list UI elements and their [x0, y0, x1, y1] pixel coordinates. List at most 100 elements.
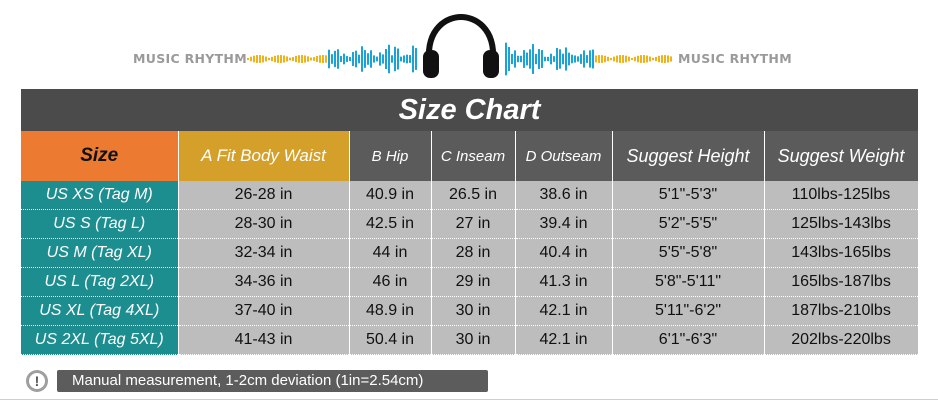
header-height: Suggest Height: [612, 131, 765, 181]
weight-cell: 165lbs-187lbs: [764, 267, 919, 297]
size-cell: US S (Tag L): [21, 209, 179, 239]
outseam-cell: 38.6 in: [515, 181, 613, 210]
wave-bar: [349, 56, 351, 62]
wave-bar: [523, 50, 525, 68]
wave-bar: [532, 44, 534, 74]
header-inseam: C Inseam: [431, 131, 516, 181]
wave-bar: [400, 56, 402, 62]
note-text: Manual measurement, 1-2cm deviation (1in…: [57, 370, 488, 392]
wave-bar: [295, 55, 297, 63]
wave-bar: [571, 54, 573, 64]
wave-bar: [328, 49, 330, 69]
wave-bar: [658, 55, 660, 63]
wave-bar: [352, 52, 354, 66]
wave-bar: [631, 57, 633, 61]
wave-bar: [580, 54, 582, 64]
wave-bar: [265, 56, 267, 62]
header-waist: A Fit Body Waist: [178, 131, 350, 181]
wave-bar: [559, 49, 561, 69]
table-row: US L (Tag 2XL) 34-36 in 46 in 29 in 41.3…: [21, 267, 919, 297]
header-hip: B Hip: [349, 131, 432, 181]
wave-bar: [619, 55, 621, 63]
wave-bar: [286, 56, 288, 62]
wave-bar: [361, 46, 363, 72]
brand-name-left: MUSIC RHYTHM: [133, 51, 247, 66]
inseam-cell: 30 in: [431, 325, 516, 355]
waist-cell: 34-36 in: [178, 267, 350, 297]
wave-bar: [538, 49, 540, 69]
wave-bar: [595, 55, 597, 63]
wave-bar: [601, 55, 603, 63]
wave-bar: [406, 54, 408, 64]
wave-bar: [331, 54, 333, 64]
wave-bar: [325, 55, 327, 63]
waist-cell: 28-30 in: [178, 209, 350, 239]
weight-cell: 202lbs-220lbs: [764, 325, 919, 355]
size-cell: US XS (Tag M): [21, 181, 179, 210]
header-size: Size: [21, 131, 179, 181]
wave-bar: [598, 55, 600, 63]
wave-bar: [343, 53, 345, 65]
height-cell: 5'1"-5'3": [612, 181, 765, 210]
size-cell: US XL (Tag 4XL): [21, 296, 179, 326]
outseam-cell: 39.4 in: [515, 209, 613, 239]
header-outseam: D Outseam: [515, 131, 613, 181]
outseam-cell: 40.4 in: [515, 238, 613, 268]
height-cell: 5'8"-5'11": [612, 267, 765, 297]
wave-bar: [382, 54, 384, 64]
height-cell: 5'11"-6'2": [612, 296, 765, 326]
wave-bar: [589, 50, 591, 68]
wave-bar: [268, 57, 270, 61]
wave-bar: [607, 56, 609, 62]
wave-bar: [271, 56, 273, 62]
wave-bar: [604, 55, 606, 63]
wave-bar: [280, 55, 282, 63]
hip-cell: 42.5 in: [349, 209, 432, 239]
wave-bar: [613, 56, 615, 62]
wave-bar: [568, 52, 570, 66]
height-cell: 5'2"-5'5": [612, 209, 765, 239]
wave-bar: [553, 56, 555, 62]
wave-bar: [403, 55, 405, 63]
wave-bar: [664, 55, 666, 63]
wave-bar: [517, 55, 519, 63]
wave-bar: [253, 55, 255, 63]
wave-bar: [547, 56, 549, 62]
inseam-cell: 26.5 in: [431, 181, 516, 210]
weight-cell: 143lbs-165lbs: [764, 238, 919, 268]
wave-bar: [340, 56, 342, 62]
wave-bar: [505, 42, 507, 76]
wave-bar: [322, 55, 324, 63]
wave-bar: [535, 53, 537, 65]
wave-bar: [637, 55, 639, 63]
wave-bar: [394, 46, 396, 72]
wave-bar: [577, 56, 579, 62]
hip-cell: 44 in: [349, 238, 432, 268]
wave-bar: [412, 45, 414, 73]
wave-bar: [634, 56, 636, 62]
headphones-icon: [423, 14, 499, 78]
wave-bar: [514, 50, 516, 68]
wave-bar: [259, 55, 261, 63]
wave-bar: [649, 56, 651, 62]
wave-bar: [574, 55, 576, 63]
inseam-cell: 28 in: [431, 238, 516, 268]
waist-cell: 26-28 in: [178, 181, 350, 210]
wave-bar: [388, 44, 390, 74]
table-row: US XL (Tag 4XL) 37-40 in 48.9 in 30 in 4…: [21, 296, 919, 326]
wave-bar: [292, 56, 294, 62]
wave-bar: [511, 53, 513, 65]
wave-bar: [391, 55, 393, 63]
wave-bar: [247, 58, 249, 60]
wave-bar: [526, 52, 528, 66]
wave-bar: [358, 54, 360, 64]
wave-bar: [397, 48, 399, 70]
wave-bar: [670, 56, 672, 62]
outseam-cell: 41.3 in: [515, 267, 613, 297]
divider: [0, 399, 938, 400]
wave-bar: [355, 50, 357, 68]
wave-bar: [550, 53, 552, 65]
inseam-cell: 27 in: [431, 209, 516, 239]
hip-cell: 48.9 in: [349, 296, 432, 326]
wave-bar: [367, 53, 369, 65]
